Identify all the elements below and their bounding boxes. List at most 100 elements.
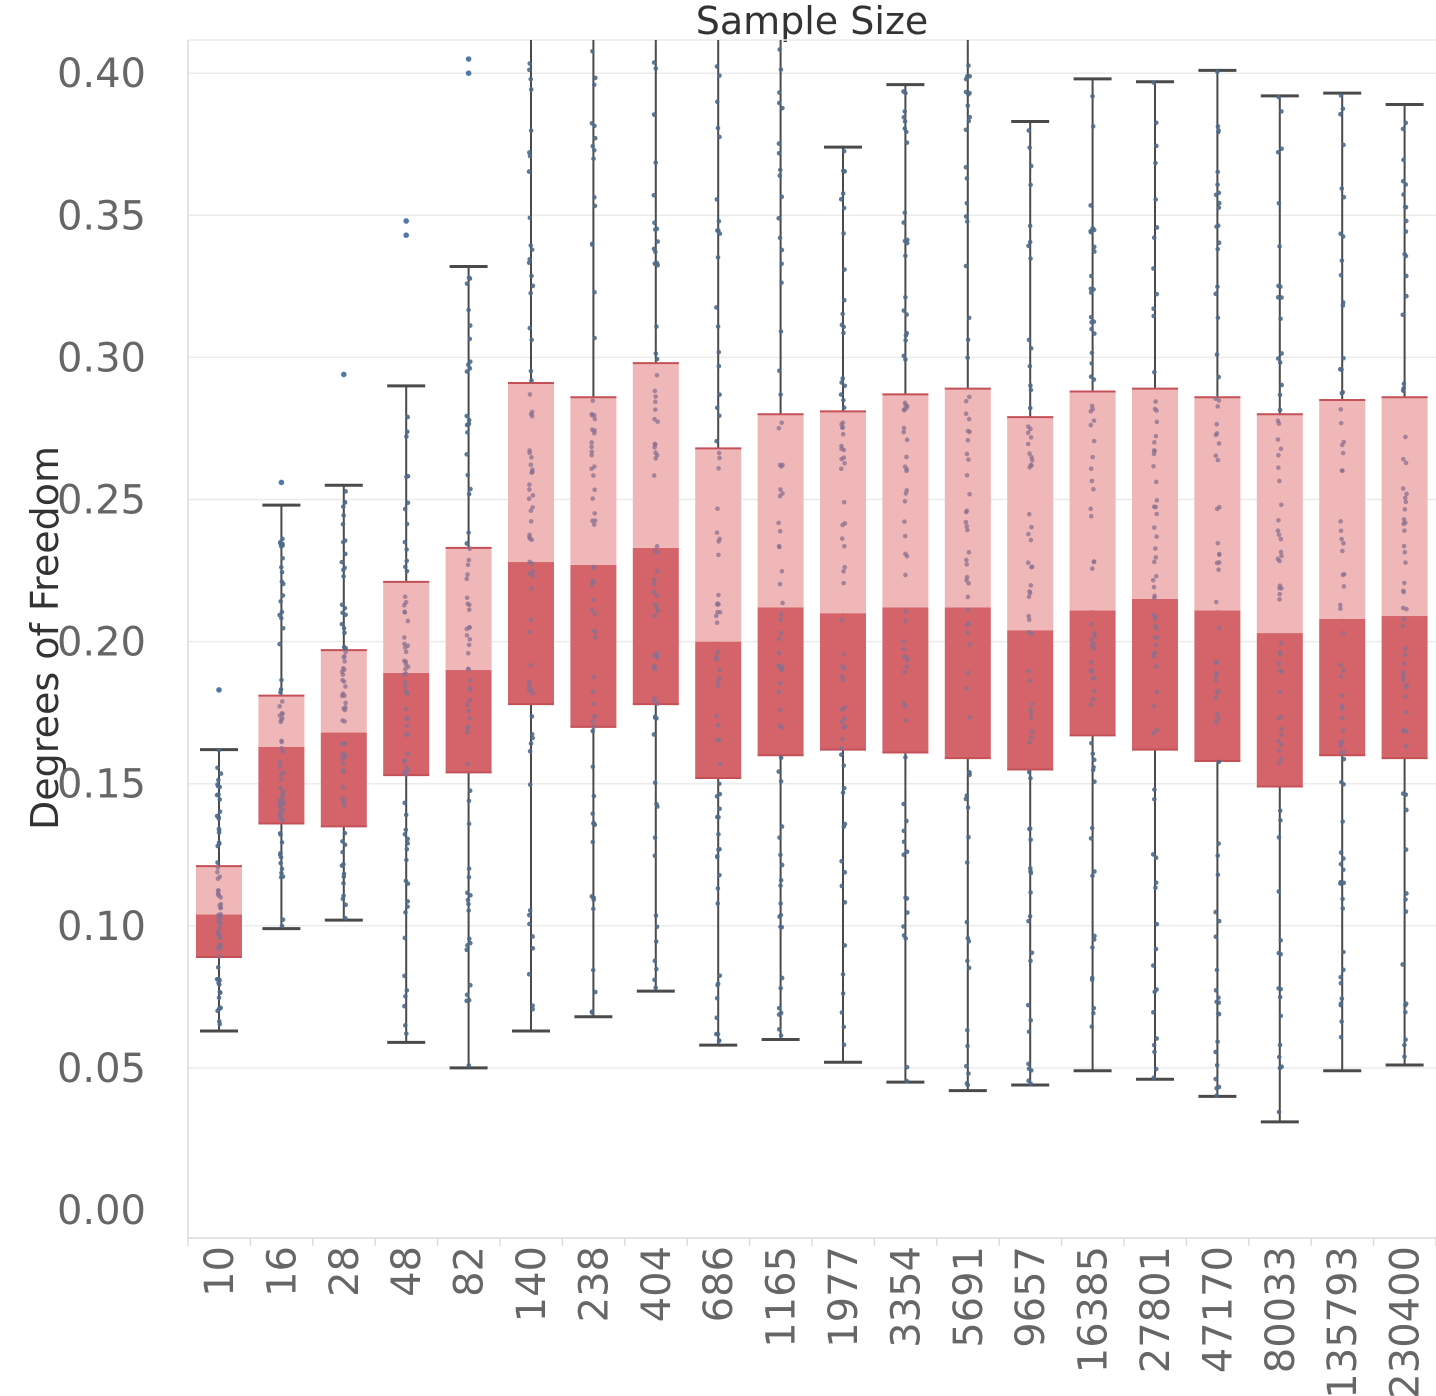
sample-point xyxy=(340,521,346,527)
sample-point xyxy=(1091,486,1096,492)
sample-point xyxy=(215,860,220,865)
sample-point xyxy=(342,842,348,848)
sample-point xyxy=(465,472,471,478)
sample-point xyxy=(966,670,971,676)
sample-point xyxy=(590,719,595,724)
sample-point xyxy=(903,253,908,259)
sample-point xyxy=(841,499,847,505)
sample-point xyxy=(1151,703,1157,709)
sample-point xyxy=(342,654,347,659)
sample-point xyxy=(405,643,411,648)
sample-point xyxy=(530,493,536,498)
sample-point xyxy=(279,569,285,575)
sample-point xyxy=(465,890,470,896)
sample-point xyxy=(1340,450,1346,456)
sample-point xyxy=(403,706,409,712)
sample-point xyxy=(1091,377,1097,382)
sample-point xyxy=(717,413,722,418)
box-layer xyxy=(196,40,1428,1124)
sample-point xyxy=(1341,194,1347,200)
x-tick-label: 27801 xyxy=(1133,1246,1179,1373)
sample-point xyxy=(216,932,221,938)
sample-point xyxy=(841,447,847,453)
sample-point xyxy=(1089,825,1095,831)
x-tick-label: 82 xyxy=(447,1246,493,1297)
sample-point xyxy=(1092,331,1097,336)
sample-point xyxy=(280,917,286,922)
sample-point xyxy=(1151,463,1156,469)
sample-point xyxy=(403,994,408,999)
sample-point xyxy=(717,667,722,673)
sample-point xyxy=(1092,779,1097,784)
x-tick-label: 135793 xyxy=(1320,1246,1366,1396)
sample-point xyxy=(653,66,659,71)
sample-point xyxy=(901,429,907,435)
y-axis-label: Degrees of Freedom xyxy=(23,446,67,830)
sample-point xyxy=(1154,635,1159,640)
sample-point xyxy=(464,452,470,457)
sample-point xyxy=(1337,602,1343,608)
sample-point xyxy=(1215,69,1220,75)
y-tick-label: 0.30 xyxy=(57,335,146,381)
sample-point xyxy=(589,452,594,458)
sample-point xyxy=(1213,909,1218,915)
sample-point xyxy=(466,491,472,497)
sample-point xyxy=(653,399,658,405)
sample-point xyxy=(713,613,719,619)
sample-point xyxy=(1402,528,1407,533)
sample-point xyxy=(1215,223,1221,228)
sample-point xyxy=(652,220,657,226)
sample-point xyxy=(1277,407,1283,413)
sample-point xyxy=(652,388,658,394)
sample-point xyxy=(465,897,471,903)
sample-point xyxy=(340,504,346,509)
sample-point xyxy=(466,798,472,804)
sample-point xyxy=(527,921,532,927)
sample-point xyxy=(903,718,909,723)
sample-point xyxy=(1026,1061,1031,1067)
sample-point xyxy=(1089,478,1095,484)
sample-point xyxy=(590,143,596,149)
sample-point xyxy=(405,904,410,909)
sample-point xyxy=(590,689,596,694)
sample-point xyxy=(281,801,286,807)
sample-point xyxy=(839,617,844,623)
sample-point xyxy=(1400,126,1406,132)
sample-point xyxy=(1276,738,1281,744)
sample-point xyxy=(466,936,472,942)
sample-point xyxy=(901,852,906,858)
sample-point xyxy=(1340,303,1346,308)
sample-point xyxy=(776,543,782,549)
sample-point xyxy=(776,1005,782,1011)
sample-point xyxy=(901,220,907,225)
sample-point xyxy=(1089,566,1095,571)
sample-point xyxy=(713,1031,719,1037)
sample-point xyxy=(405,429,410,435)
sample-point xyxy=(1154,419,1160,425)
sample-point xyxy=(842,267,847,272)
sample-point xyxy=(1153,120,1159,126)
sample-point xyxy=(217,982,222,987)
sample-point xyxy=(527,257,532,262)
box-404 xyxy=(632,40,679,993)
sample-point xyxy=(777,581,783,587)
sample-point xyxy=(1151,504,1157,510)
sample-point xyxy=(901,654,907,659)
sample-point xyxy=(714,197,720,202)
sample-point xyxy=(841,231,846,236)
sample-point xyxy=(654,924,660,930)
sample-point xyxy=(1150,963,1156,968)
sample-point xyxy=(1089,621,1095,627)
sample-point xyxy=(464,413,470,419)
sample-point xyxy=(1151,612,1156,618)
sample-point xyxy=(1339,996,1345,1001)
sample-point xyxy=(464,595,470,601)
sample-point xyxy=(1151,306,1156,311)
sample-point xyxy=(217,989,223,995)
sample-point xyxy=(1404,684,1409,690)
sample-point xyxy=(653,939,659,944)
sample-point xyxy=(527,325,533,331)
sample-point xyxy=(651,732,657,737)
sample-point xyxy=(467,366,473,371)
sample-point xyxy=(1403,560,1408,565)
